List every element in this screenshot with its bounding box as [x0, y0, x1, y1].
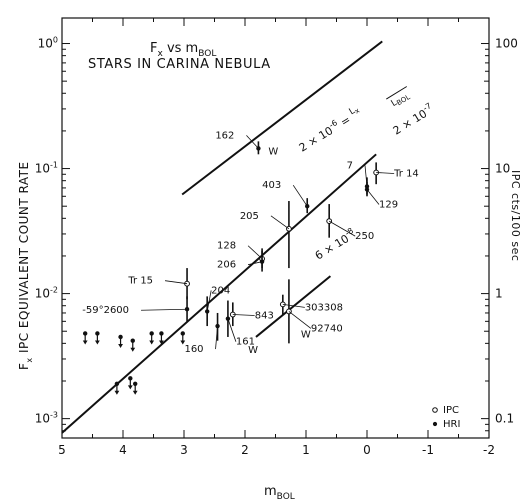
line-label-fraction: LBOL [386, 86, 412, 110]
y-tick-label-left: 10-2 [35, 286, 58, 301]
fit-line-2e-7 [61, 153, 377, 434]
points-group: 162 W 7 Tr 14 129 403 205 250 128 206 Tr 15 204 -59°… [82, 130, 419, 395]
x-tick-label: 1 [302, 443, 310, 457]
x-tick-label: 5 [58, 443, 66, 457]
point-label: 162 [215, 130, 234, 141]
label-leader [215, 326, 218, 350]
y-tick-label-left: 100 [38, 36, 58, 51]
label-leader [164, 280, 188, 285]
left-axis-title: Fx IPC EQUIVALENT COUNT RATE [17, 161, 34, 370]
upper-limit-arrow [159, 340, 164, 345]
point-label: 303308 [305, 302, 343, 313]
label-leader [328, 220, 356, 237]
point-label: 843 [255, 311, 274, 322]
label-leader [246, 135, 259, 149]
label-leader [206, 290, 212, 312]
legend-ipc-label: IPC [443, 405, 459, 416]
x-tick-label: 3 [180, 443, 188, 457]
upper-limit-arrow [180, 340, 186, 345]
x-tick-label: 4 [119, 443, 127, 457]
point-label: 206 [217, 260, 236, 271]
legend-hri-marker [432, 421, 438, 427]
x-tick-label: -2 [483, 443, 495, 457]
x-tick-label: 0 [363, 443, 371, 457]
label-leader [282, 303, 305, 308]
point-label: -59°2600 [82, 305, 129, 316]
point-label: 7 [347, 160, 353, 171]
label-leader [270, 215, 290, 230]
fit-line-2e-6 [181, 40, 383, 196]
point-label-w: W [248, 345, 258, 356]
data-point-hri [225, 316, 231, 321]
point-label-w: W [268, 146, 278, 157]
x-axis-title: mBOL [264, 484, 295, 502]
legend-ipc-marker [432, 407, 438, 413]
legend-hri-label: HRI [443, 419, 460, 430]
point-label: 204 [211, 285, 230, 296]
x-tick-label: -1 [422, 443, 434, 457]
point-label: 205 [240, 211, 259, 222]
point-label: Tr 15 [127, 276, 153, 287]
point-label: 160 [184, 344, 203, 355]
label-leader [232, 314, 255, 316]
legend: IPC HRI [432, 405, 460, 430]
upper-limit-arrow [94, 340, 100, 345]
fraction-bar [386, 86, 408, 100]
label-leader [227, 318, 237, 342]
label-leader [376, 172, 395, 174]
label-leader [247, 245, 263, 260]
label-leader [288, 311, 312, 329]
point-label-w: W [301, 329, 311, 340]
upper-limit-arrow [132, 390, 138, 395]
point-label: Tr 14 [393, 168, 419, 179]
label-leader [292, 184, 308, 207]
chart-title: Fx vs mBOL [150, 41, 216, 59]
upper-limit-arrow [82, 340, 88, 345]
upper-limit-arrow [127, 385, 133, 390]
upper-limit-arrow [149, 340, 155, 345]
y-tick-label-left: 10-1 [35, 161, 58, 176]
upper-limit-arrow [118, 343, 123, 348]
fraction-denominator: LBOL [390, 91, 412, 110]
right-axis-title: IPC cts/100 sec [509, 170, 522, 261]
line-label-2e-6: 2 × 10-6 = Lx [295, 104, 364, 155]
line-label-6e-8: 6 × 10-8 [312, 226, 358, 262]
y-tick-label-right: 0.1 [495, 412, 514, 426]
point-label: 129 [379, 200, 398, 211]
y-tick-label-right: 100 [495, 37, 518, 51]
point-label: 250 [355, 231, 374, 242]
point-label: 92740 [311, 323, 343, 334]
upper-limit-arrow [114, 390, 120, 395]
point-label: 403 [262, 180, 281, 191]
point-label: 161 [236, 337, 255, 348]
point-label: 128 [217, 241, 236, 252]
fit-lines-group: LBOL [61, 40, 412, 434]
label-leader [247, 261, 263, 266]
label-leader [141, 308, 188, 311]
chart-subtitle: STARS IN CARINA NEBULA [88, 57, 271, 72]
y-tick-label-right: 1 [495, 287, 503, 301]
x-tick-label: 2 [241, 443, 249, 457]
y-tick-label-left: 10-3 [35, 411, 58, 426]
fit-line-6e-8 [255, 275, 332, 338]
upper-limit-point [118, 334, 123, 340]
y-tick-label-right: 10 [495, 162, 510, 176]
svg-text:Fx IPC EQUIVALENT COUNT RATE: Fx IPC EQUIVALENT COUNT RATE [17, 161, 34, 370]
svg-text:IPC cts/100 sec: IPC cts/100 sec [509, 170, 522, 261]
label-leader [366, 189, 380, 205]
upper-limit-arrow [130, 347, 136, 352]
